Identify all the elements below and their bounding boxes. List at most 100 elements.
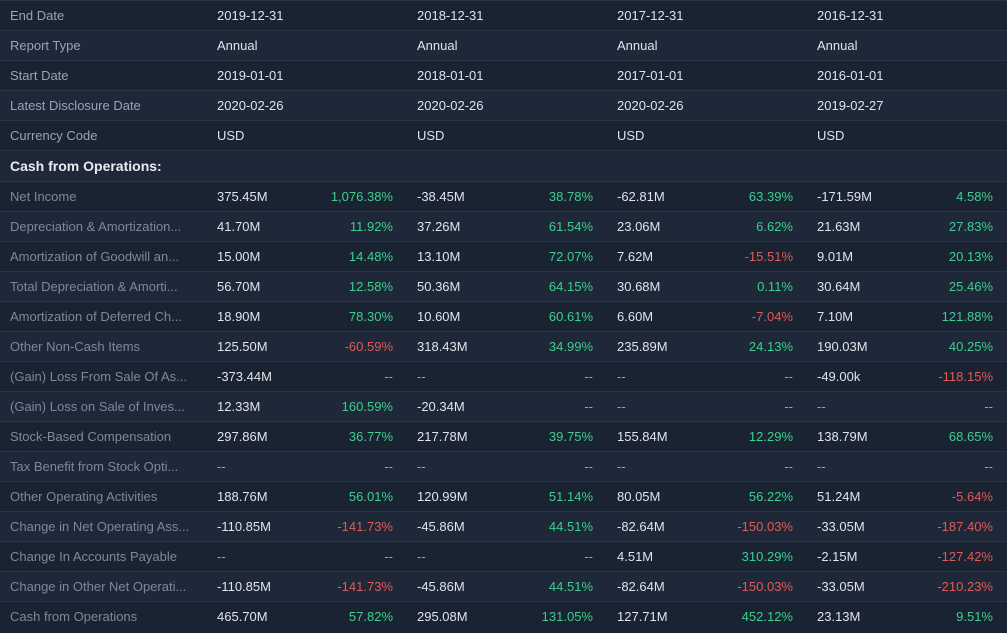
header-label: Start Date [0, 61, 207, 91]
metric-value: 50.36M [407, 272, 517, 302]
metric-pct: 40.25% [917, 332, 1007, 362]
header-value: USD [607, 121, 717, 151]
metric-value: -- [607, 392, 717, 422]
metric-pct: 12.58% [317, 272, 407, 302]
metric-pct: 68.65% [917, 422, 1007, 452]
metric-value: -- [407, 452, 517, 482]
metric-value: 30.64M [807, 272, 917, 302]
metric-label: Cash from Operations [0, 602, 207, 632]
metric-value: 127.71M [607, 602, 717, 632]
metric-pct: -5.64% [917, 482, 1007, 512]
metric-value: -373.44M [207, 362, 317, 392]
metric-value: -110.85M [207, 572, 317, 602]
header-label: Currency Code [0, 121, 207, 151]
metric-row: Other Operating Activities188.76M56.01%1… [0, 482, 1007, 512]
metric-value: 23.13M [807, 602, 917, 632]
metric-pct: -150.03% [717, 572, 807, 602]
metric-value: -- [207, 452, 317, 482]
metric-row: Change in Other Net Operati...-110.85M-1… [0, 572, 1007, 602]
header-value: 2016-01-01 [807, 61, 917, 91]
metric-value: 7.62M [607, 242, 717, 272]
metric-label: Amortization of Goodwill an... [0, 242, 207, 272]
financial-table: End Date2019-12-312018-12-312017-12-3120… [0, 0, 1007, 632]
metric-value: -- [207, 542, 317, 572]
header-spacer [517, 31, 607, 61]
metric-pct: 36.77% [317, 422, 407, 452]
metric-pct: 27.83% [917, 212, 1007, 242]
metric-value: -20.34M [407, 392, 517, 422]
metric-value: 10.60M [407, 302, 517, 332]
metric-pct: -127.42% [917, 542, 1007, 572]
metric-value: -62.81M [607, 182, 717, 212]
metric-value: -- [607, 362, 717, 392]
header-spacer [517, 61, 607, 91]
header-value: 2019-02-27 [807, 91, 917, 121]
metric-pct: -- [317, 362, 407, 392]
header-label: End Date [0, 1, 207, 31]
metric-pct: 38.78% [517, 182, 607, 212]
metric-value: 15.00M [207, 242, 317, 272]
metric-row: Cash from Operations465.70M57.82%295.08M… [0, 602, 1007, 632]
header-value: USD [807, 121, 917, 151]
header-spacer [917, 31, 1007, 61]
metric-pct: -141.73% [317, 512, 407, 542]
header-spacer [717, 91, 807, 121]
metric-pct: -141.73% [317, 572, 407, 602]
header-row: Latest Disclosure Date2020-02-262020-02-… [0, 91, 1007, 121]
metric-pct: -- [717, 452, 807, 482]
metric-row: Other Non-Cash Items125.50M-60.59%318.43… [0, 332, 1007, 362]
metric-pct: -187.40% [917, 512, 1007, 542]
header-spacer [917, 61, 1007, 91]
metric-value: 375.45M [207, 182, 317, 212]
metric-label: Net Income [0, 182, 207, 212]
metric-pct: 160.59% [317, 392, 407, 422]
section-title: Cash from Operations: [0, 151, 1007, 182]
header-spacer [317, 91, 407, 121]
metric-label: Other Non-Cash Items [0, 332, 207, 362]
metric-row: Tax Benefit from Stock Opti...----------… [0, 452, 1007, 482]
metric-value: 297.86M [207, 422, 317, 452]
metric-value: -38.45M [407, 182, 517, 212]
metric-pct: 34.99% [517, 332, 607, 362]
metric-row: Net Income375.45M1,076.38%-38.45M38.78%-… [0, 182, 1007, 212]
metric-pct: 1,076.38% [317, 182, 407, 212]
header-spacer [917, 1, 1007, 31]
metric-value: 13.10M [407, 242, 517, 272]
metric-pct: 63.39% [717, 182, 807, 212]
header-spacer [717, 31, 807, 61]
metric-value: -- [407, 542, 517, 572]
metric-pct: -- [517, 392, 607, 422]
metric-pct: 78.30% [317, 302, 407, 332]
metric-label: Other Operating Activities [0, 482, 207, 512]
metric-value: 21.63M [807, 212, 917, 242]
metric-row: (Gain) Loss on Sale of Inves...12.33M160… [0, 392, 1007, 422]
header-spacer [517, 121, 607, 151]
metric-row: Change in Net Operating Ass...-110.85M-1… [0, 512, 1007, 542]
header-row: Start Date2019-01-012018-01-012017-01-01… [0, 61, 1007, 91]
metric-value: 4.51M [607, 542, 717, 572]
header-value: Annual [807, 31, 917, 61]
header-label: Report Type [0, 31, 207, 61]
header-value: 2020-02-26 [407, 91, 517, 121]
metric-value: 41.70M [207, 212, 317, 242]
metric-label: Total Depreciation & Amorti... [0, 272, 207, 302]
metric-value: 23.06M [607, 212, 717, 242]
header-spacer [517, 91, 607, 121]
metric-pct: -15.51% [717, 242, 807, 272]
header-spacer [317, 61, 407, 91]
metric-pct: 51.14% [517, 482, 607, 512]
header-value: 2020-02-26 [607, 91, 717, 121]
metric-value: 56.70M [207, 272, 317, 302]
metric-value: 37.26M [407, 212, 517, 242]
metric-pct: 0.11% [717, 272, 807, 302]
metric-value: 155.84M [607, 422, 717, 452]
metric-label: Stock-Based Compensation [0, 422, 207, 452]
metric-pct: 56.01% [317, 482, 407, 512]
metric-pct: 39.75% [517, 422, 607, 452]
metric-value: -- [807, 452, 917, 482]
metric-pct: -- [917, 452, 1007, 482]
header-value: Annual [607, 31, 717, 61]
metric-pct: -118.15% [917, 362, 1007, 392]
metric-value: 120.99M [407, 482, 517, 512]
header-value: Annual [407, 31, 517, 61]
